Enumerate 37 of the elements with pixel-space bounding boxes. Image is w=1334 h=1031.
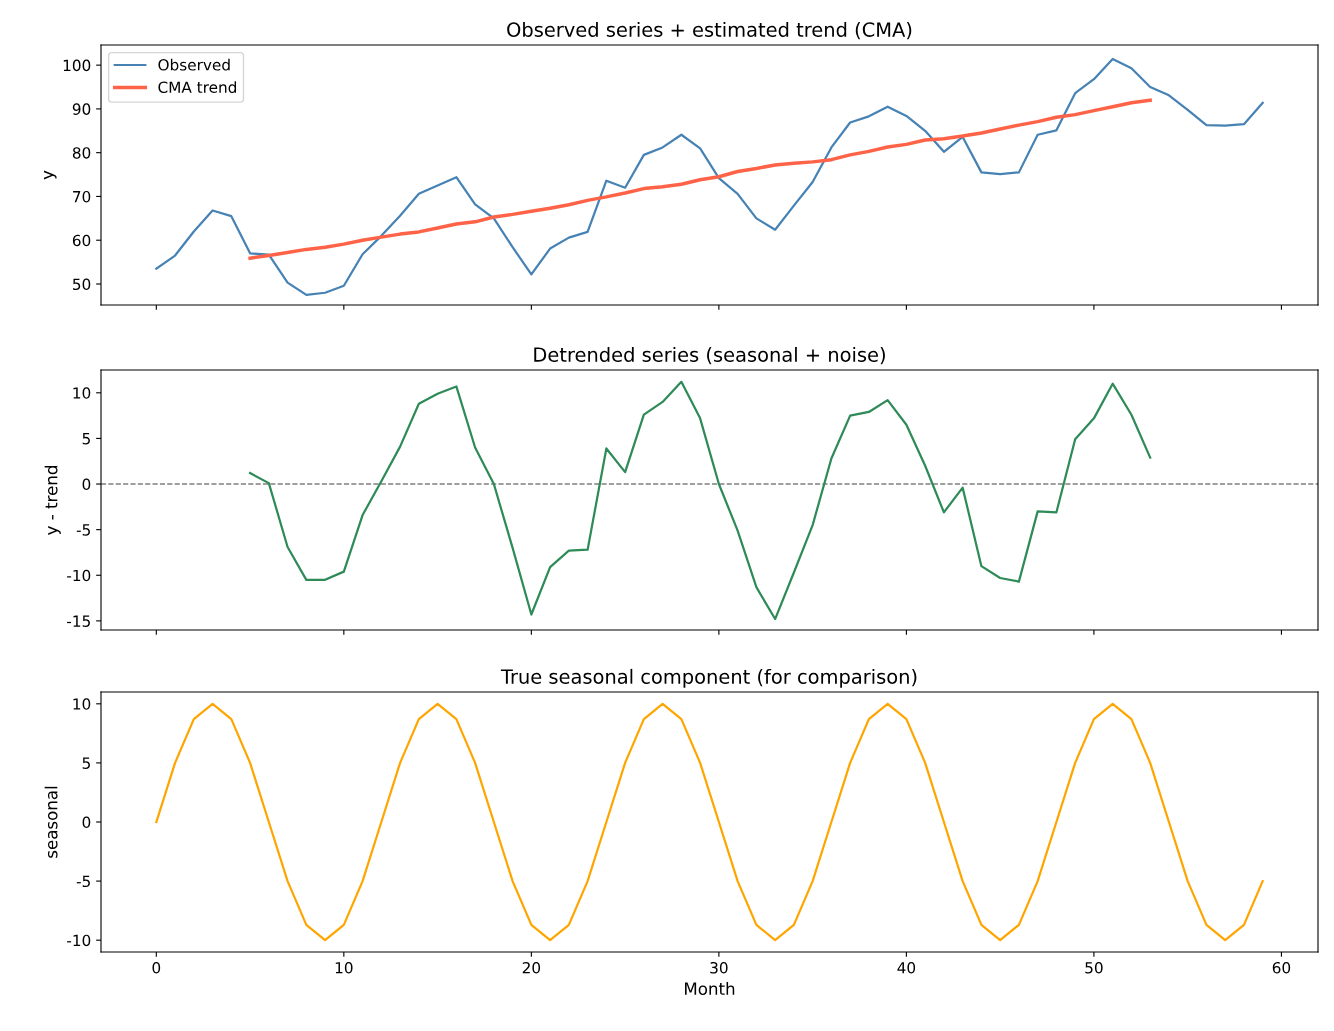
y-axis-title: y	[43, 170, 57, 180]
y-tick-label: 90	[72, 103, 91, 115]
y-tick-label: 70	[73, 190, 91, 203]
y-tick-label: 60	[72, 234, 91, 247]
x-tick-label: 60	[1272, 961, 1291, 974]
y-tick-label: -5	[76, 875, 90, 888]
y-tick-label: -10	[67, 569, 91, 582]
x-tick-label: 0	[152, 961, 161, 974]
y-tick-label: 10	[73, 387, 91, 399]
line-series	[248, 98, 1152, 260]
x-axis-title: Month	[685, 982, 735, 995]
chart-title: True seasonal component (for comparison)	[500, 668, 917, 688]
x-tick-label: 10	[335, 961, 353, 974]
legend-label: Observed	[158, 58, 230, 71]
line-series	[155, 57, 1264, 297]
chart-title: Detrended series (seasonal + noise)	[534, 346, 885, 365]
y-axis-title: y - trend	[44, 466, 61, 535]
x-tick-label: 50	[1085, 961, 1103, 974]
x-tick-label: 30	[710, 961, 728, 974]
y-tick-label: 0	[82, 816, 91, 829]
x-tick-label: 20	[522, 961, 541, 974]
chart-title: Observed series + estimated trend (CMA)	[507, 21, 912, 40]
y-tick-label: 10	[73, 698, 91, 710]
line-series	[248, 380, 1152, 621]
y-tick-label: 50	[73, 278, 91, 291]
legend-label: CMA trend	[158, 81, 236, 93]
y-tick-label: 80	[72, 147, 91, 159]
line-series	[155, 702, 1264, 942]
y-tick-label: -15	[67, 615, 90, 627]
y-tick-label: -5	[76, 524, 90, 536]
y-tick-label: 100	[63, 59, 91, 72]
y-tick-label: -10	[67, 934, 91, 947]
y-tick-label: 5	[82, 757, 90, 769]
x-tick-label: 40	[897, 961, 916, 974]
y-tick-label: 5	[82, 433, 90, 445]
y-axis-title: seasonal	[44, 786, 58, 858]
y-tick-label: 0	[82, 478, 91, 491]
